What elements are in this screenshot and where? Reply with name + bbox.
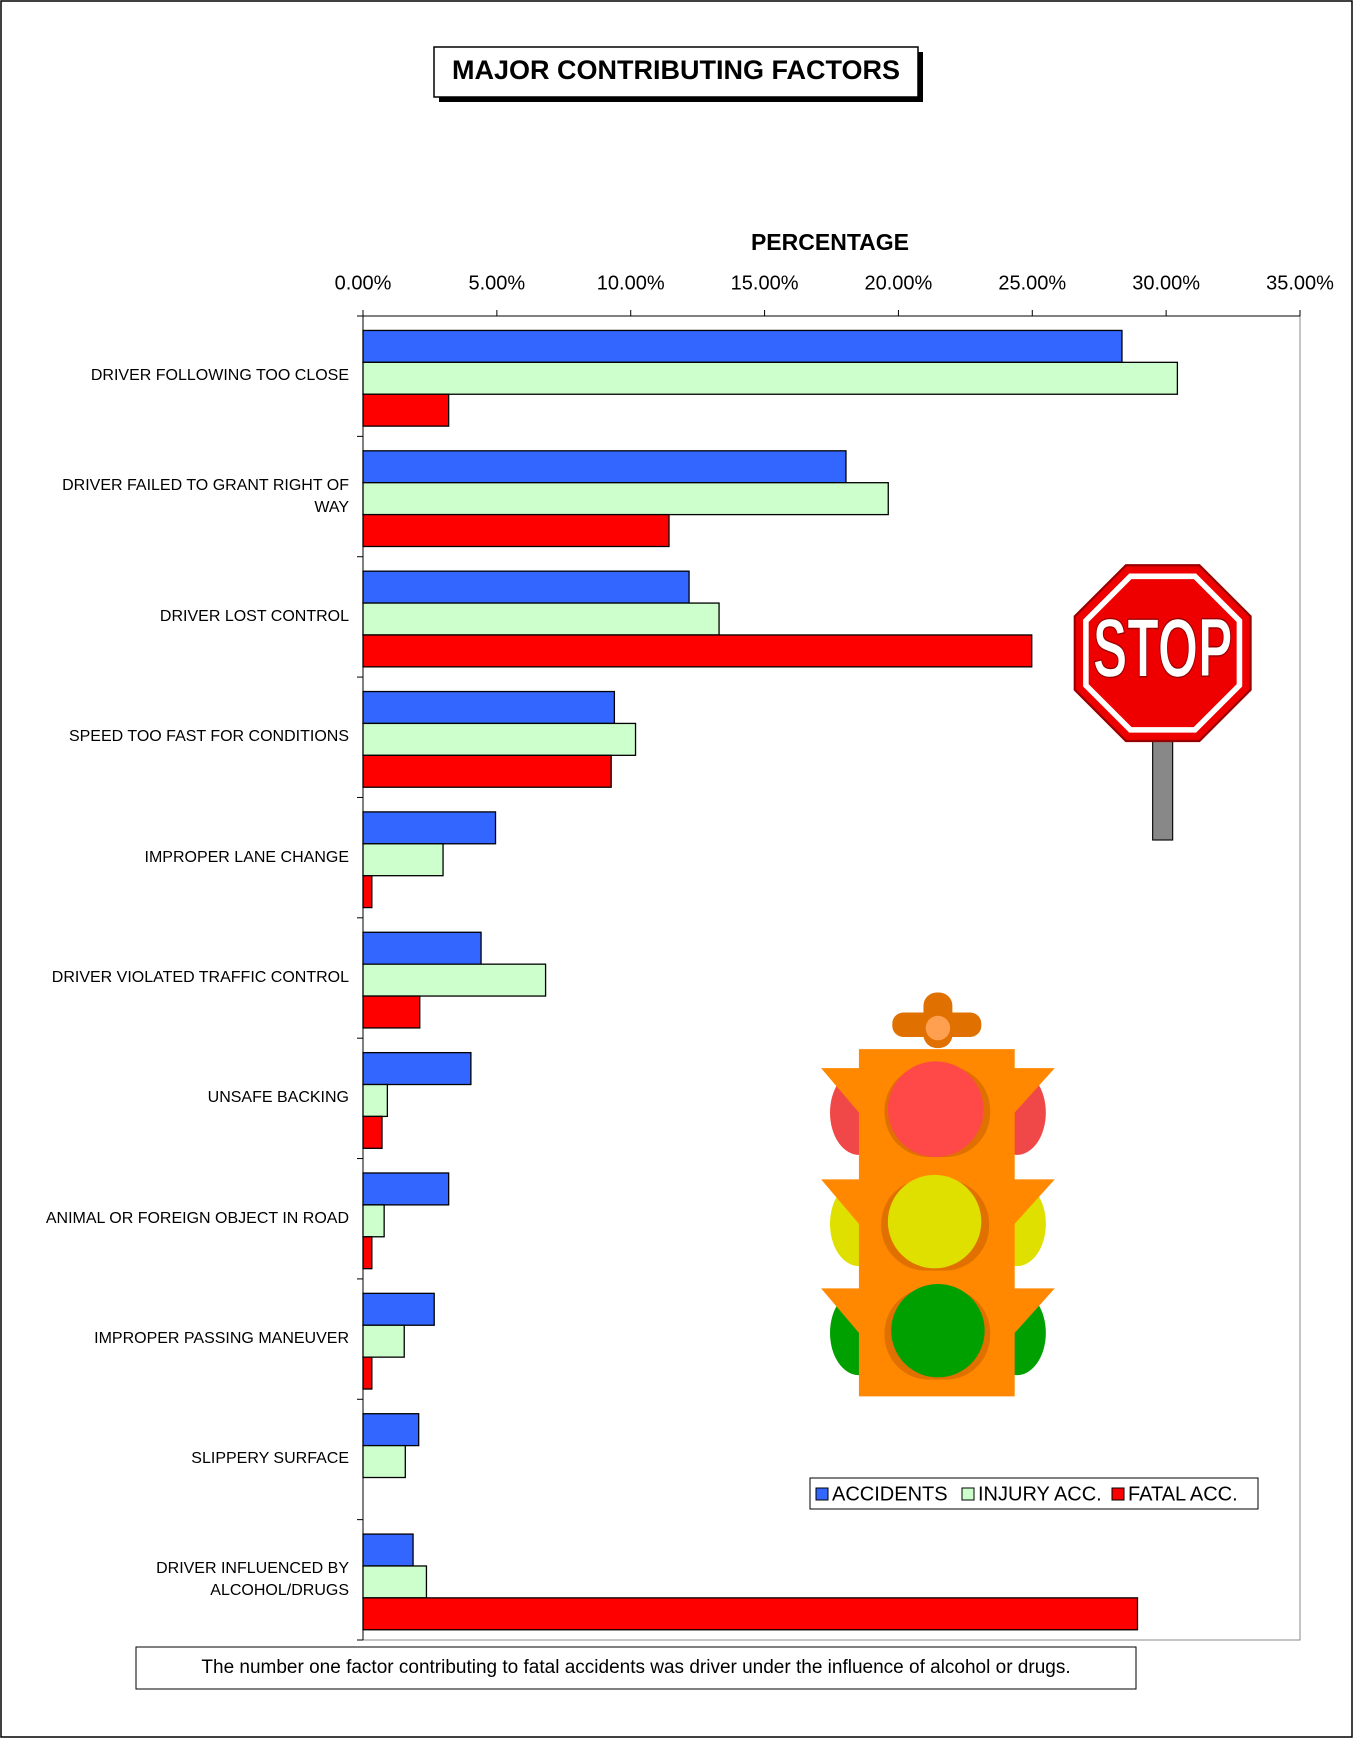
x-tick-label: 0.00%: [335, 272, 392, 294]
y-tick-label: DRIVER FOLLOWING TOO CLOSE: [29, 365, 349, 387]
y-tick-label: IMPROPER LANE CHANGE: [29, 847, 349, 869]
bar: [363, 1173, 449, 1205]
bar: [363, 571, 689, 603]
page: MAJOR CONTRIBUTING FACTORS PERCENTAGE ST…: [0, 0, 1354, 1739]
y-tick-label: DRIVER INFLUENCED BY ALCOHOL/DRUGS: [29, 1558, 349, 1602]
bar: [363, 1446, 405, 1478]
bar: [363, 996, 420, 1028]
bar: [363, 1414, 419, 1446]
bar: [363, 755, 611, 787]
bar: [363, 603, 719, 635]
y-tick-label: SPEED TOO FAST FOR CONDITIONS: [29, 726, 349, 748]
x-tick-label: 35.00%: [1266, 272, 1334, 294]
bar: [363, 932, 481, 964]
bar: [363, 362, 1177, 394]
x-tick-label: 25.00%: [998, 272, 1066, 294]
y-tick-label: DRIVER VIOLATED TRAFFIC CONTROL: [29, 967, 349, 989]
legend-label: INJURY ACC.: [978, 1483, 1102, 1505]
bar: [363, 1534, 413, 1566]
bar: [363, 394, 449, 426]
legend-swatch: [1112, 1488, 1124, 1500]
bar: [363, 1357, 372, 1389]
x-axis-title: PERCENTAGE: [751, 229, 909, 255]
bar: [363, 876, 372, 908]
bar: [363, 692, 614, 724]
y-tick-label: ANIMAL OR FOREIGN OBJECT IN ROAD: [29, 1208, 349, 1230]
bar: [363, 723, 636, 755]
bar: [363, 330, 1122, 362]
bar: [363, 1325, 404, 1357]
bar: [363, 1293, 434, 1325]
y-tick-label: UNSAFE BACKING: [29, 1087, 349, 1109]
bar: [363, 1237, 372, 1269]
page-border: [1, 1, 1352, 1737]
x-tick-label: 10.00%: [597, 272, 665, 294]
legend-swatch: [962, 1488, 974, 1500]
x-tick-label: 30.00%: [1132, 272, 1200, 294]
legend-swatch: [816, 1488, 828, 1500]
bar: [363, 964, 546, 996]
bar: [363, 1205, 384, 1237]
bar: [363, 844, 443, 876]
y-tick-label: IMPROPER PASSING MANEUVER: [29, 1328, 349, 1350]
bar: [363, 451, 846, 483]
legend-label: FATAL ACC.: [1128, 1483, 1238, 1505]
note: The number one factor contributing to fa…: [201, 1657, 1070, 1678]
bar: [363, 635, 1032, 667]
bar: [363, 483, 888, 515]
x-tick-label: 5.00%: [468, 272, 525, 294]
y-tick-label: SLIPPERY SURFACE: [29, 1448, 349, 1470]
x-tick-label: 20.00%: [865, 272, 933, 294]
y-tick-label: DRIVER FAILED TO GRANT RIGHT OF WAY: [29, 475, 349, 519]
bar: [363, 812, 496, 844]
stop-sign-text: STOP: [1093, 600, 1233, 694]
chart-title: MAJOR CONTRIBUTING FACTORS: [452, 55, 900, 85]
bar: [363, 1598, 1137, 1630]
bar: [363, 1053, 471, 1085]
bar: [363, 1566, 426, 1598]
bar: [363, 515, 669, 547]
bar: [363, 1116, 382, 1148]
chart: MAJOR CONTRIBUTING FACTORS PERCENTAGE ST…: [0, 0, 1354, 1739]
y-tick-label: DRIVER LOST CONTROL: [29, 606, 349, 628]
bar: [363, 1085, 387, 1117]
x-tick-label: 15.00%: [731, 272, 799, 294]
legend-label: ACCIDENTS: [832, 1483, 948, 1505]
